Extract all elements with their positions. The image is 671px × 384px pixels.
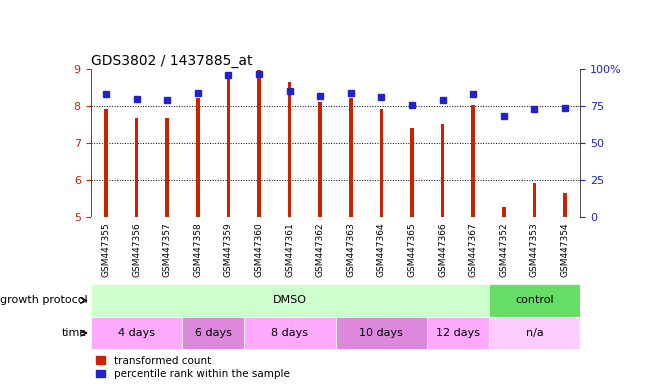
Bar bbox=[488, 284, 580, 317]
Bar bbox=[410, 127, 414, 217]
Text: 12 days: 12 days bbox=[436, 328, 480, 338]
Text: GSM447362: GSM447362 bbox=[315, 222, 325, 277]
Bar bbox=[183, 317, 244, 349]
Bar bbox=[91, 317, 183, 349]
Bar bbox=[336, 317, 427, 349]
Bar bbox=[288, 82, 291, 217]
Text: GSM447354: GSM447354 bbox=[560, 222, 570, 277]
Text: GSM447364: GSM447364 bbox=[377, 222, 386, 277]
Bar bbox=[227, 75, 230, 217]
Bar bbox=[196, 98, 199, 217]
Text: 6 days: 6 days bbox=[195, 328, 231, 338]
Bar bbox=[104, 109, 108, 217]
Bar bbox=[488, 317, 580, 349]
Bar bbox=[441, 124, 444, 217]
Text: 10 days: 10 days bbox=[360, 328, 403, 338]
Text: 8 days: 8 days bbox=[271, 328, 308, 338]
Bar bbox=[380, 109, 383, 217]
Bar bbox=[349, 98, 353, 217]
Text: GSM447358: GSM447358 bbox=[193, 222, 202, 277]
Bar bbox=[244, 317, 336, 349]
Text: GSM447359: GSM447359 bbox=[224, 222, 233, 277]
Legend: transformed count, percentile rank within the sample: transformed count, percentile rank withi… bbox=[96, 356, 289, 379]
Bar bbox=[472, 105, 475, 217]
Text: GSM447363: GSM447363 bbox=[346, 222, 356, 277]
Bar bbox=[318, 103, 322, 217]
Bar bbox=[427, 317, 488, 349]
Text: GDS3802 / 1437885_at: GDS3802 / 1437885_at bbox=[91, 54, 252, 68]
Text: growth protocol: growth protocol bbox=[0, 295, 87, 306]
Text: GSM447352: GSM447352 bbox=[499, 222, 509, 277]
Text: GSM447367: GSM447367 bbox=[469, 222, 478, 277]
Bar bbox=[257, 70, 261, 217]
Bar bbox=[533, 182, 536, 217]
Text: time: time bbox=[62, 328, 87, 338]
Text: GSM447360: GSM447360 bbox=[254, 222, 264, 277]
Text: GSM447366: GSM447366 bbox=[438, 222, 447, 277]
Bar bbox=[91, 284, 488, 317]
Text: n/a: n/a bbox=[525, 328, 544, 338]
Text: GSM447357: GSM447357 bbox=[162, 222, 172, 277]
Text: GSM447355: GSM447355 bbox=[101, 222, 111, 277]
Text: GSM447353: GSM447353 bbox=[530, 222, 539, 277]
Bar bbox=[135, 118, 138, 217]
Text: GSM447361: GSM447361 bbox=[285, 222, 294, 277]
Bar bbox=[165, 118, 169, 217]
Text: GSM447365: GSM447365 bbox=[407, 222, 417, 277]
Text: control: control bbox=[515, 295, 554, 306]
Text: DMSO: DMSO bbox=[272, 295, 307, 306]
Text: GSM447356: GSM447356 bbox=[132, 222, 141, 277]
Bar bbox=[502, 207, 506, 217]
Text: 4 days: 4 days bbox=[118, 328, 155, 338]
Bar bbox=[563, 193, 567, 217]
